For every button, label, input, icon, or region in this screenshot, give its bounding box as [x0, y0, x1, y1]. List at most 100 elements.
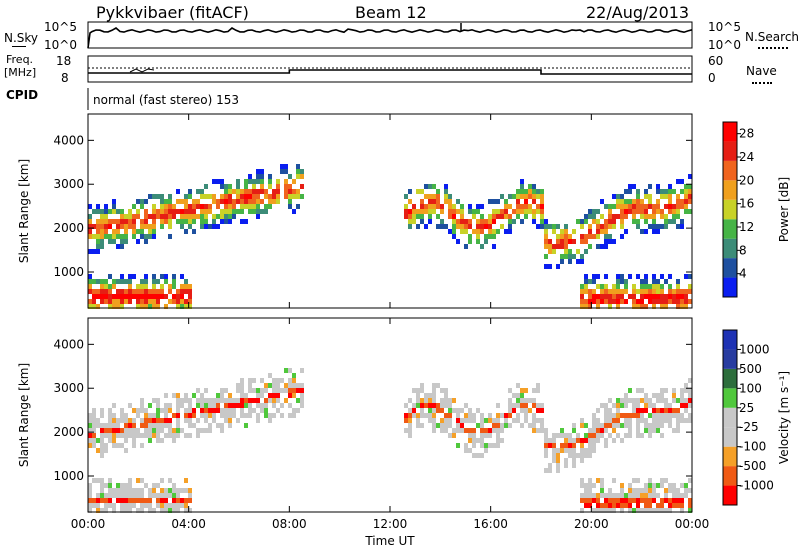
velocity-cell: [656, 503, 660, 508]
power-cell: [224, 194, 228, 199]
power-cell: [120, 304, 124, 309]
velocity-cell: [672, 393, 676, 398]
power-cell: [108, 239, 112, 244]
velocity-cell: [188, 508, 192, 513]
power-cell: [544, 254, 548, 259]
power-cell: [488, 199, 492, 204]
power-cell: [564, 244, 568, 249]
velocity-cell: [116, 433, 120, 438]
power-cell: [456, 209, 460, 214]
velocity-cell: [624, 423, 628, 428]
velocity-cell: [216, 423, 220, 428]
velocity-cell: [496, 438, 500, 443]
velocity-cell: [632, 403, 636, 408]
power-cell: [468, 234, 472, 239]
power-cell: [600, 289, 604, 294]
velocity-cell: [252, 388, 256, 393]
power-cell: [584, 284, 588, 289]
velocity-cell: [628, 508, 632, 513]
power-cell: [548, 239, 552, 244]
power-cell: [636, 299, 640, 304]
power-cell: [192, 219, 196, 224]
velocity-cell: [140, 503, 144, 508]
velocity-cell: [580, 453, 584, 458]
power-cell: [420, 219, 424, 224]
power-cell: [120, 234, 124, 239]
velocity-cell: [648, 398, 652, 403]
velocity-cell: [484, 433, 488, 438]
velocity-cell: [620, 413, 624, 418]
power-cell: [256, 174, 260, 179]
velocity-cell: [228, 413, 232, 418]
power-cell: [96, 279, 100, 284]
power-cell: [236, 194, 240, 199]
power-cell: [668, 219, 672, 224]
power-cell: [580, 254, 584, 259]
power-cell: [504, 214, 508, 219]
power-cell: [676, 299, 680, 304]
velocity-cell: [96, 508, 100, 513]
velocity-cell: [88, 438, 92, 443]
power-cell: [120, 239, 124, 244]
power-cell: [496, 199, 500, 204]
velocity-cell: [644, 423, 648, 428]
power-cell: [240, 199, 244, 204]
power-cell: [640, 199, 644, 204]
power-cell: [592, 279, 596, 284]
power-cell: [664, 304, 668, 309]
power-cell: [640, 204, 644, 209]
velocity-cell: [128, 433, 132, 438]
power-cell: [152, 214, 156, 219]
power-cell: [568, 259, 572, 264]
velocity-cell: [132, 503, 136, 508]
power-cell: [168, 214, 172, 219]
power-cell: [428, 194, 432, 199]
velocity-cell: [472, 433, 476, 438]
power-cell: [684, 209, 688, 214]
velocity-cell: [248, 413, 252, 418]
power-cell: [656, 204, 660, 209]
power-colorbar-swatch: [723, 180, 737, 200]
velocity-cell: [648, 498, 652, 503]
velocity-cell: [96, 438, 100, 443]
power-cell: [480, 244, 484, 249]
velocity-cell: [172, 393, 176, 398]
power-cell: [584, 214, 588, 219]
power-cell: [608, 204, 612, 209]
velocity-cell: [132, 408, 136, 413]
velocity-cell: [120, 508, 124, 513]
power-cell: [488, 224, 492, 229]
power-cell: [268, 199, 272, 204]
power-cell: [256, 209, 260, 214]
power-cell: [276, 189, 280, 194]
velocity-cell: [640, 433, 644, 438]
power-cell: [232, 189, 236, 194]
power-cell: [172, 274, 176, 279]
velocity-cell: [688, 418, 692, 423]
power-cell: [572, 229, 576, 234]
velocity-cell: [580, 458, 584, 463]
velocity-cell: [616, 493, 620, 498]
velocity-cell: [148, 493, 152, 498]
power-colorbar-swatch: [723, 199, 737, 220]
velocity-cell: [100, 453, 104, 458]
power-cell: [472, 214, 476, 219]
power-cell: [412, 219, 416, 224]
velocity-cell: [648, 423, 652, 428]
power-cell: [468, 219, 472, 224]
velocity-cell: [176, 398, 180, 403]
power-cell: [152, 229, 156, 234]
velocity-cell: [660, 393, 664, 398]
velocity-cell: [116, 423, 120, 428]
velocity-cell: [92, 478, 96, 483]
power-cell: [676, 179, 680, 184]
power-cell: [272, 199, 276, 204]
xtick-label: 12:00: [373, 517, 408, 531]
power-cell: [120, 214, 124, 219]
velocity-cell: [628, 498, 632, 503]
velocity-cell: [564, 458, 568, 463]
velocity-cell: [628, 428, 632, 433]
power-cell: [424, 224, 428, 229]
power-cell: [180, 289, 184, 294]
power-cell: [144, 214, 148, 219]
